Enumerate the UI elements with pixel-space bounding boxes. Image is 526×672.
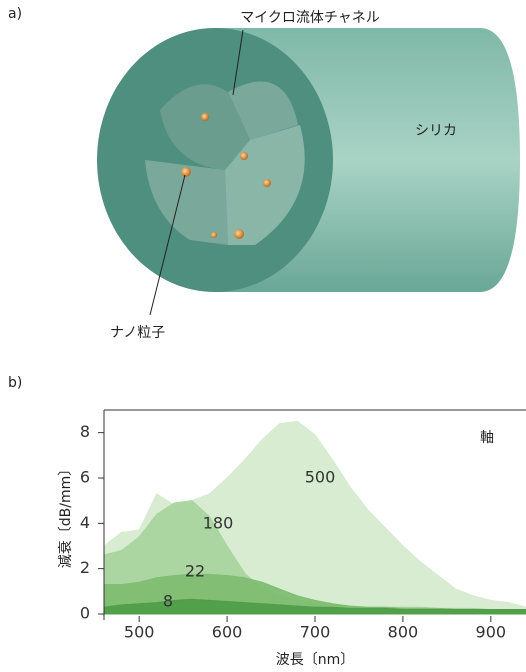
series-label: 500 [305, 468, 336, 487]
x-axis-label: 波長〔nm〕 [276, 652, 355, 668]
silica-label: シリカ [415, 123, 457, 139]
channel-label: マイクロ流体チャネル [240, 10, 380, 26]
annotation: 軸 [480, 430, 494, 446]
panel-label: b) [8, 375, 22, 391]
series-label: 22 [185, 562, 205, 581]
panel-label: a) [8, 6, 22, 22]
figure: a) マイクロ流体チャネル シリカ ナノ粒子 b) 減衰〔dB/mm〕 波長〔n… [0, 0, 526, 672]
series-label: 180 [203, 514, 234, 533]
x-tick-label: 700 [300, 623, 331, 642]
y-tick-label: 6 [80, 468, 90, 487]
y-axis-label: 減衰〔dB/mm〕 [57, 462, 74, 568]
y-tick-label: 2 [80, 558, 90, 577]
nanoparticle [240, 152, 248, 160]
fiber-diagram [97, 28, 520, 315]
x-tick-label: 500 [124, 623, 155, 642]
y-tick-label: 4 [80, 513, 90, 532]
x-tick-label: 600 [212, 623, 243, 642]
nanoparticle [263, 179, 271, 187]
series-label: 8 [163, 592, 173, 611]
nanoparticle [234, 229, 244, 239]
nanoparticle [201, 113, 209, 121]
y-tick-label: 8 [80, 422, 90, 441]
x-tick-label: 800 [388, 623, 419, 642]
particle-label: ナノ粒子 [110, 325, 165, 341]
y-tick-label: 0 [80, 604, 90, 623]
figure-svg: a) マイクロ流体チャネル シリカ ナノ粒子 b) 減衰〔dB/mm〕 波長〔n… [0, 0, 526, 672]
nanoparticle [181, 167, 191, 177]
nanoparticle [211, 232, 217, 238]
x-tick-label: 900 [476, 623, 507, 642]
